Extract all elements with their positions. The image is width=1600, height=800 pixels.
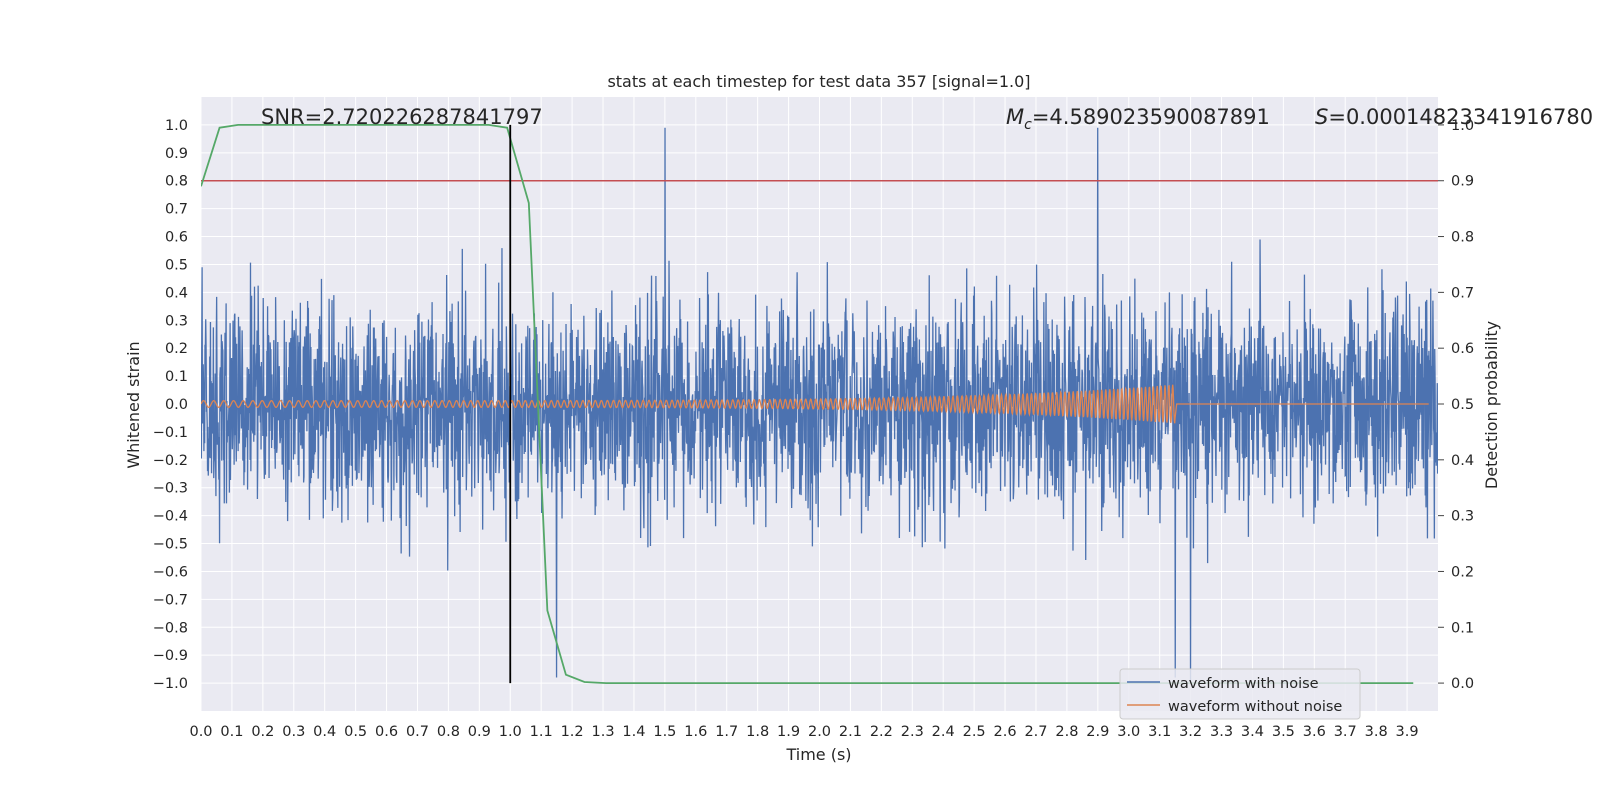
y-tick-label: −0.1 xyxy=(153,425,188,441)
x-tick-label: 0.8 xyxy=(437,724,460,740)
series-waveform-with-noise xyxy=(201,127,1438,684)
x-tick-label: 3.5 xyxy=(1272,724,1295,740)
chart-title: stats at each timestep for test data 357… xyxy=(607,72,1030,91)
x-tick-label: 2.2 xyxy=(870,724,893,740)
y2-tick-label: 0.7 xyxy=(1451,285,1474,301)
x-tick-label: 2.6 xyxy=(994,724,1017,740)
y2-tick-label: 0.4 xyxy=(1451,453,1474,469)
y-axis-left: 1.0 0.9 0.8 0.7 0.6 0.5 0.4 0.3 0.2 0.1 0.0 −0.1 −0.… xyxy=(153,118,188,692)
x-tick-label: 3.6 xyxy=(1303,724,1326,740)
x-tick-label: 3.3 xyxy=(1210,724,1233,740)
x-tick-label: 1.7 xyxy=(715,724,738,740)
x-tick-label: 3.8 xyxy=(1365,724,1388,740)
legend-label-noise: waveform with noise xyxy=(1168,676,1319,692)
x-tick-label: 2.7 xyxy=(1024,724,1047,740)
plot-area xyxy=(200,97,1438,711)
y-tick-label: −0.8 xyxy=(153,620,188,636)
x-tick-label: 1.9 xyxy=(777,724,800,740)
s-symbol: S xyxy=(1315,105,1328,129)
snr-annotation: SNR=2.720226287841797 xyxy=(261,105,543,129)
x-tick-label: 2.8 xyxy=(1055,724,1078,740)
y-tick-label: 0.3 xyxy=(165,313,188,329)
y-tick-label: −0.7 xyxy=(153,592,188,608)
y-tick-label: −0.4 xyxy=(153,509,188,525)
x-tick-label: 1.3 xyxy=(591,724,614,740)
series-waveform-without-noise xyxy=(201,384,1429,424)
y2-tick-label: 0.8 xyxy=(1451,230,1474,246)
y-tick-label: −1.0 xyxy=(153,676,188,692)
s-annotation: S=0.00014823341916780 xyxy=(1315,105,1593,129)
x-tick-label: 0.4 xyxy=(313,724,336,740)
y2-tick-label: 0.3 xyxy=(1451,509,1474,525)
y-tick-label: −0.5 xyxy=(153,537,188,553)
y2-tick-label: 0.2 xyxy=(1451,564,1474,580)
x-tick-label: 0.0 xyxy=(189,724,212,740)
y-tick-label: 0.2 xyxy=(165,341,188,357)
x-tick-label: 1.5 xyxy=(653,724,676,740)
x-tick-label: 1.6 xyxy=(684,724,707,740)
x-tick-label: 1.1 xyxy=(530,724,553,740)
y2-tick-label: 0.6 xyxy=(1451,341,1474,357)
y-tick-label: 0.4 xyxy=(165,285,188,301)
x-tick-label: 3.4 xyxy=(1241,724,1264,740)
y-tick-label: 0.8 xyxy=(165,174,188,190)
x-tick-label: 1.2 xyxy=(561,724,584,740)
y2-tick-label: 0.1 xyxy=(1451,620,1474,636)
x-axis-label: Time (s) xyxy=(785,745,851,764)
y-tick-label: 1.0 xyxy=(165,118,188,134)
y-axis-label: Whitened strain xyxy=(124,341,143,468)
x-tick-label: 0.7 xyxy=(406,724,429,740)
y-tick-label: 0.5 xyxy=(165,257,188,273)
x-tick-label: 1.8 xyxy=(746,724,769,740)
x-tick-label: 0.6 xyxy=(375,724,398,740)
y-tick-label: 0.0 xyxy=(165,397,188,413)
x-tick-label: 0.5 xyxy=(344,724,367,740)
y-axis-right: 1.0 0.9 0.8 0.7 0.6 0.5 0.4 0.3 0.2 0.1 0.0 xyxy=(1438,118,1474,692)
x-tick-label: 2.9 xyxy=(1086,724,1109,740)
y2-tick-label: 1.0 xyxy=(1451,118,1474,134)
s-value: =0.00014823341916780 xyxy=(1328,105,1593,129)
y-tick-label: 0.6 xyxy=(165,230,188,246)
x-tick-label: 0.1 xyxy=(220,724,243,740)
x-tick-label: 1.0 xyxy=(499,724,522,740)
x-tick-label: 3.9 xyxy=(1396,724,1419,740)
y-tick-label: −0.6 xyxy=(153,564,188,580)
y-tick-label: −0.9 xyxy=(153,648,188,664)
x-tick-label: 2.3 xyxy=(901,724,924,740)
legend-box xyxy=(1119,668,1361,720)
x-tick-label: 3.2 xyxy=(1179,724,1202,740)
y-tick-label: 0.7 xyxy=(165,202,188,218)
x-tick-label: 2.0 xyxy=(808,724,831,740)
y2-tick-label: 0.9 xyxy=(1451,174,1474,190)
x-tick-label: 0.9 xyxy=(468,724,491,740)
x-tick-label: 0.2 xyxy=(251,724,274,740)
y2-tick-label: 0.0 xyxy=(1451,676,1474,692)
x-tick-label: 2.4 xyxy=(932,724,955,740)
y-tick-label: −0.3 xyxy=(153,481,188,497)
legend: waveform with noise waveform without noi… xyxy=(1119,668,1361,720)
mc-symbol: M xyxy=(1006,105,1024,129)
y2-tick-label: 0.5 xyxy=(1451,397,1474,413)
x-axis: 0.0 0.1 0.2 0.3 0.4 0.5 0.6 0.7 0.8 0.9 1.0 1.1 1.2 1… xyxy=(189,724,1418,740)
y-tick-label: 0.9 xyxy=(165,146,188,162)
y-tick-label: −0.2 xyxy=(153,453,188,469)
x-tick-label: 1.4 xyxy=(622,724,645,740)
y2-axis-label: Detection probability xyxy=(1482,321,1501,489)
x-tick-label: 3.0 xyxy=(1117,724,1140,740)
x-tick-label: 2.5 xyxy=(963,724,986,740)
x-tick-label: 3.1 xyxy=(1148,724,1171,740)
mc-subscript: c xyxy=(1024,117,1032,133)
chirp-mass-annotation: Mc=4.589023590087891 xyxy=(1006,105,1270,133)
x-tick-label: 2.1 xyxy=(839,724,862,740)
x-tick-label: 3.7 xyxy=(1334,724,1357,740)
mc-value: =4.589023590087891 xyxy=(1032,105,1270,129)
x-tick-label: 0.3 xyxy=(282,724,305,740)
legend-label-clean: waveform without noise xyxy=(1168,699,1342,715)
y-tick-label: 0.1 xyxy=(165,369,188,385)
